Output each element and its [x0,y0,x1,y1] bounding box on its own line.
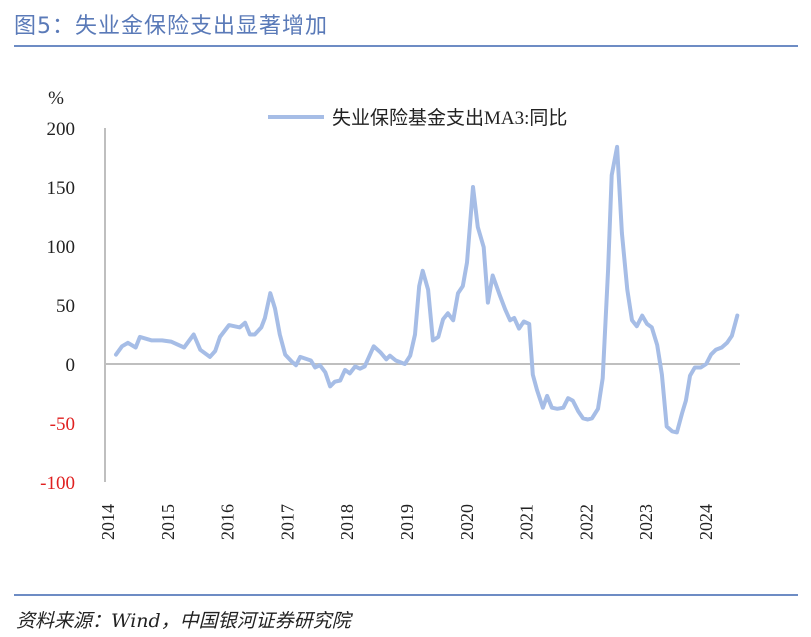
legend-label: 失业保险基金支出MA3:同比 [332,107,567,129]
x-tick-label: 2020 [457,504,477,540]
y-tick-label: -100 [40,473,75,494]
figure-title: 图5：失业金保险支出显著增加 [14,14,328,39]
source-note: 资料来源：Wind，中国银河证券研究院 [16,610,351,632]
y-tick-label: 50 [56,296,75,317]
x-tick-label: 2015 [158,504,178,540]
x-tick-label: 2018 [337,504,357,540]
y-tick-label: 0 [66,355,76,376]
y-tick-label: 150 [47,178,76,199]
legend: 失业保险基金支出MA3:同比 [268,107,567,129]
footer-divider [14,594,798,596]
x-tick-label: 2022 [576,504,596,540]
x-tick-label: 2023 [636,504,656,540]
y-tick-label: 200 [47,119,76,140]
x-tick-label: 2016 [218,504,238,540]
x-tick-label: 2014 [98,504,118,540]
title-divider [14,45,798,47]
x-tick-label: 2021 [517,504,537,540]
x-tick-label: 2019 [397,504,417,540]
y-tick-label: 100 [47,237,76,258]
series-line [114,144,740,435]
x-tick-label: 2024 [696,504,716,540]
y-axis-unit: % [48,88,64,109]
y-tick-label: -50 [50,414,75,435]
x-tick-label: 2017 [277,504,297,540]
